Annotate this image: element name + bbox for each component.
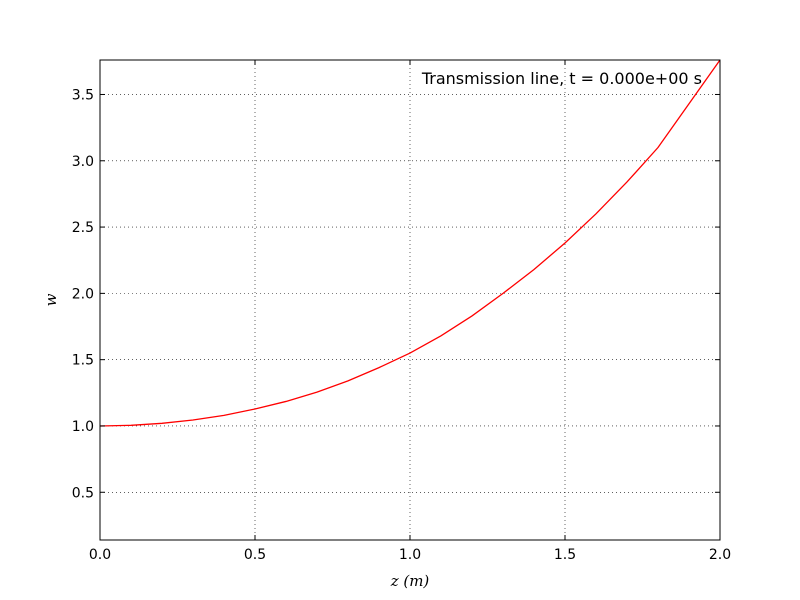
x-tick-label: 0.0 [89, 547, 111, 563]
y-tick-label: 1.0 [72, 419, 94, 435]
tick-layer: 0.0 0.5 1.0 1.5 2.0 0.5 1.0 1.5 2.0 2.5 3.0 3.5 [72, 60, 731, 563]
y-tick-label: 2.5 [72, 220, 94, 236]
series-layer [99, 59, 721, 427]
series-line [99, 59, 721, 427]
x-tick-label: 2.0 [709, 547, 731, 563]
x-tick-label: 1.5 [554, 547, 576, 563]
y-axis-label: w [42, 293, 60, 306]
x-axis-label: z (m) [390, 572, 430, 590]
y-tick-label: 3.5 [72, 87, 94, 103]
y-tick-label: 2.0 [72, 286, 94, 302]
y-tick-label: 1.5 [72, 353, 94, 369]
y-tick-label: 3.0 [72, 154, 94, 170]
x-tick-label: 1.0 [399, 547, 421, 563]
y-tick-label: 0.5 [72, 485, 94, 501]
chart-annotation: Transmission line, t = 0.000e+00 s [421, 69, 702, 88]
x-tick-label: 0.5 [244, 547, 266, 563]
